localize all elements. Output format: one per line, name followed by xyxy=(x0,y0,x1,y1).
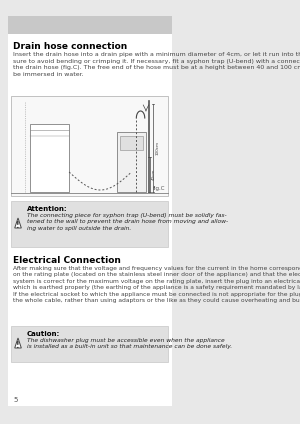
Polygon shape xyxy=(15,338,21,348)
Polygon shape xyxy=(15,218,21,228)
FancyBboxPatch shape xyxy=(120,136,143,150)
Text: The connecting piece for syphon trap (U-bend) must be solidly fas-
tened to the : The connecting piece for syphon trap (U-… xyxy=(27,213,228,231)
Text: The dishwasher plug must be accessible even when the appliance
is installed as a: The dishwasher plug must be accessible e… xyxy=(27,338,232,349)
FancyBboxPatch shape xyxy=(11,201,168,247)
FancyBboxPatch shape xyxy=(8,16,172,34)
Text: 100cm: 100cm xyxy=(156,141,160,155)
Text: 40cm: 40cm xyxy=(152,169,156,180)
FancyBboxPatch shape xyxy=(8,16,172,406)
Text: Insert the drain hose into a drain pipe with a minimum diameter of 4cm, or let i: Insert the drain hose into a drain pipe … xyxy=(13,52,300,77)
Text: Drain hose connection: Drain hose connection xyxy=(13,42,128,51)
Text: 5: 5 xyxy=(13,397,18,403)
FancyBboxPatch shape xyxy=(30,124,69,192)
Text: After making sure that the voltage and frequency values for the current in the h: After making sure that the voltage and f… xyxy=(13,266,300,303)
Text: Caution:: Caution: xyxy=(27,331,60,337)
Text: fig.C: fig.C xyxy=(153,186,166,191)
Text: !: ! xyxy=(16,220,20,229)
FancyBboxPatch shape xyxy=(11,96,168,196)
Text: Attention:: Attention: xyxy=(27,206,68,212)
FancyBboxPatch shape xyxy=(117,132,146,192)
FancyBboxPatch shape xyxy=(11,326,168,362)
Text: !: ! xyxy=(16,340,20,349)
Text: Electrical Connection: Electrical Connection xyxy=(13,256,121,265)
